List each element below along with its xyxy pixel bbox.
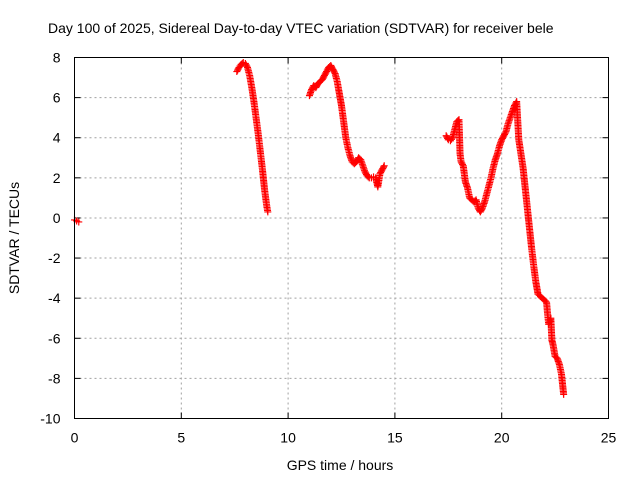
y-tick-label: 8 xyxy=(53,50,61,66)
data-point xyxy=(380,162,388,170)
y-tick-label: 2 xyxy=(53,170,61,186)
x-tick-label: 15 xyxy=(387,430,403,446)
data-point-interp xyxy=(330,68,338,76)
data-point xyxy=(264,208,272,216)
x-tick-label: 10 xyxy=(280,430,296,446)
x-tick-label: 0 xyxy=(71,430,79,446)
y-tick-label: -6 xyxy=(48,330,61,346)
y-tick-label: -4 xyxy=(48,290,61,306)
data-point xyxy=(75,218,83,226)
x-axis-label: GPS time / hours xyxy=(287,457,394,473)
data-point-interp xyxy=(243,62,251,70)
data-point-interp xyxy=(501,129,509,137)
data-point xyxy=(560,390,568,398)
y-tick-label: -8 xyxy=(48,370,61,386)
y-tick-label: 6 xyxy=(53,90,61,106)
y-tick-label: 0 xyxy=(53,210,61,226)
y-tick-label: -2 xyxy=(48,250,61,266)
data-point-interp xyxy=(380,163,388,171)
plot-frame xyxy=(74,57,609,419)
x-tick-label: 25 xyxy=(601,430,617,446)
y-tick-label: 4 xyxy=(53,130,61,146)
chart-title: Day 100 of 2025, Sidereal Day-to-day VTE… xyxy=(48,20,554,36)
data-point-interp xyxy=(459,160,467,168)
data-point-interp xyxy=(448,135,456,143)
y-axis-label: SDTVAR / TECUs xyxy=(6,182,22,294)
y-tick-label: -10 xyxy=(40,411,60,427)
x-tick-label: 5 xyxy=(177,430,185,446)
data-points xyxy=(71,59,568,398)
x-tick-label: 20 xyxy=(494,430,510,446)
x-tick-labels: 0 5 10 15 20 25 xyxy=(71,430,617,446)
y-tick-labels: -10 -8 -6 -4 -2 0 2 4 6 8 xyxy=(40,50,60,427)
